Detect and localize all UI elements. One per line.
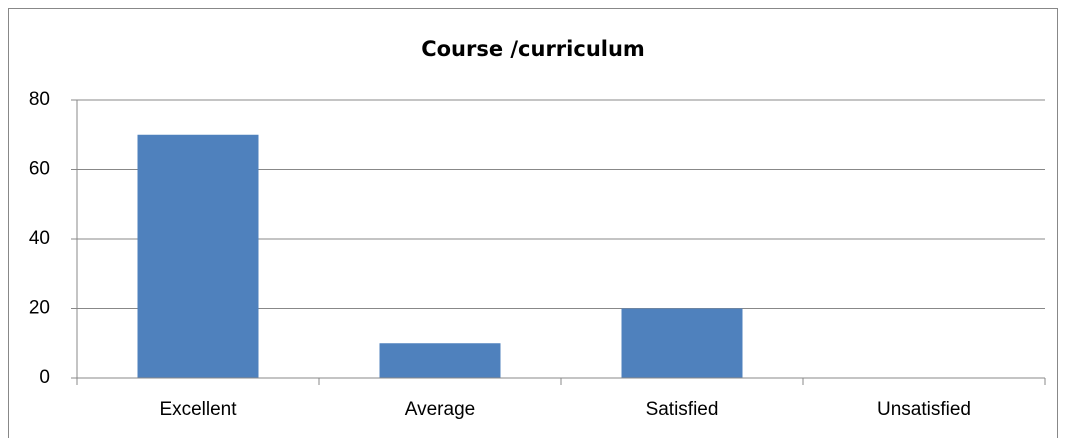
bar [137,134,259,378]
bar [621,308,743,378]
y-tick-label: 60 [29,159,50,180]
y-tick-label: 40 [29,228,50,249]
chart-title: Course /curriculum [421,37,645,61]
x-tick-label: Average [405,399,475,420]
y-tick-label: 80 [29,89,50,110]
y-tick-label: 0 [39,367,50,388]
x-tick-label: Satisfied [646,399,719,420]
x-tick-label: Unsatisfied [877,399,971,420]
bar [379,343,501,378]
x-tick-label: Excellent [159,399,237,420]
y-tick-label: 20 [29,298,50,319]
